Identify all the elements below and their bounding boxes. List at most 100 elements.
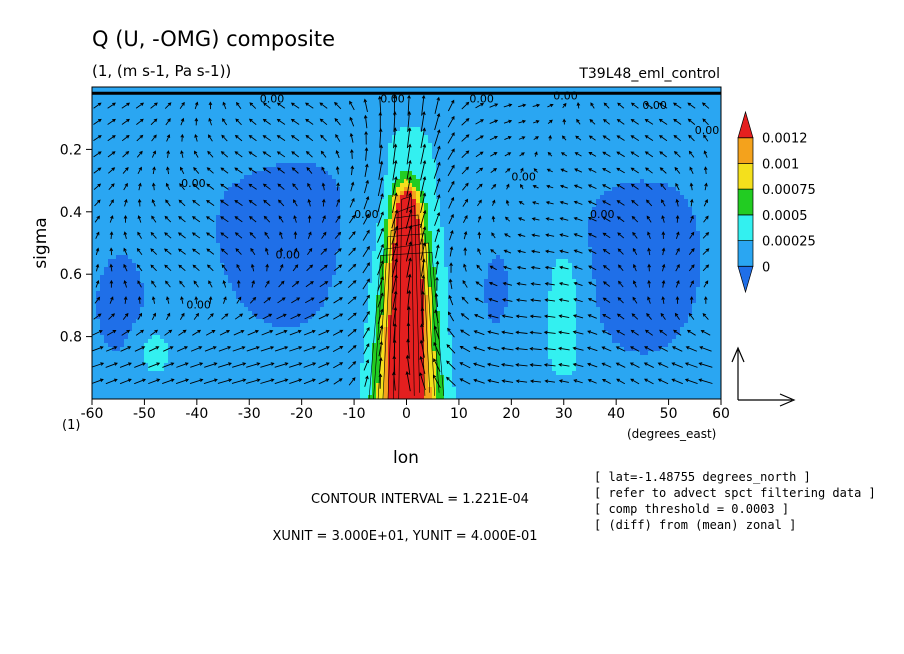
field-cell xyxy=(312,311,317,316)
field-cell xyxy=(308,195,313,200)
field-cell xyxy=(260,87,265,92)
field-cell xyxy=(232,375,237,380)
field-cell xyxy=(332,171,337,176)
field-cell xyxy=(232,355,237,360)
field-cell xyxy=(148,347,153,352)
field-cell xyxy=(176,355,181,360)
field-cell xyxy=(288,331,293,336)
field-cell xyxy=(136,239,141,244)
field-cell xyxy=(300,183,305,188)
field-cell xyxy=(272,327,277,332)
field-cell xyxy=(292,179,297,184)
field-cell xyxy=(120,147,125,152)
field-cell xyxy=(224,395,229,399)
field-cell xyxy=(180,259,185,264)
field-cell xyxy=(208,283,213,288)
field-cell xyxy=(136,259,141,264)
field-cell xyxy=(248,335,253,340)
field-cell xyxy=(108,159,113,164)
field-cell xyxy=(256,163,261,168)
field-cell xyxy=(328,147,333,152)
field-cell xyxy=(144,139,149,144)
field-cell xyxy=(128,183,133,188)
field-cell xyxy=(128,155,133,160)
field-cell xyxy=(220,115,225,120)
field-cell xyxy=(100,131,105,136)
field-cell xyxy=(276,111,281,116)
field-cell xyxy=(132,223,137,228)
field-cell xyxy=(340,287,345,292)
field-cell xyxy=(212,199,217,204)
field-cell xyxy=(172,99,177,104)
field-cell xyxy=(108,183,113,188)
field-cell xyxy=(236,143,241,148)
field-cell xyxy=(244,227,249,232)
field-cell xyxy=(336,95,341,100)
field-cell xyxy=(300,179,305,184)
field-cell xyxy=(196,287,201,292)
field-cell xyxy=(148,151,153,156)
field-cell xyxy=(248,351,253,356)
field-cell xyxy=(152,211,157,216)
field-cell xyxy=(344,123,349,128)
field-cell xyxy=(112,227,117,232)
field-cell xyxy=(268,175,273,180)
field-cell xyxy=(336,119,341,124)
field-cell xyxy=(108,195,113,200)
field-cell xyxy=(244,263,249,268)
field-cell xyxy=(124,139,129,144)
field-cell xyxy=(112,259,117,264)
field-cell xyxy=(212,307,217,312)
field-cell xyxy=(304,367,309,372)
field-cell xyxy=(300,87,305,92)
field-cell xyxy=(216,347,221,352)
field-cell xyxy=(292,147,297,152)
field-cell xyxy=(180,147,185,152)
field-cell xyxy=(264,163,269,168)
field-cell xyxy=(100,227,105,232)
field-cell xyxy=(268,291,273,296)
field-cell xyxy=(92,215,97,220)
field-cell xyxy=(276,163,281,168)
field-cell xyxy=(124,351,129,356)
field-cell xyxy=(296,387,301,392)
field-cell xyxy=(328,115,333,120)
field-cell xyxy=(144,243,149,248)
field-cell xyxy=(268,183,273,188)
field-cell xyxy=(112,187,117,192)
field-cell xyxy=(224,207,229,212)
field-cell xyxy=(268,147,273,152)
field-cell xyxy=(192,223,197,228)
field-cell xyxy=(164,119,169,124)
field-cell xyxy=(228,335,233,340)
field-cell xyxy=(248,175,253,180)
field-cell xyxy=(316,271,321,276)
field-cell xyxy=(104,231,109,236)
field-cell xyxy=(204,287,209,292)
field-cell xyxy=(220,299,225,304)
field-cell xyxy=(132,123,137,128)
field-cell xyxy=(112,191,117,196)
field-cell xyxy=(120,391,125,396)
field-cell xyxy=(332,323,337,328)
field-cell xyxy=(136,127,141,132)
field-cell xyxy=(220,291,225,296)
field-cell xyxy=(344,203,349,208)
field-cell xyxy=(128,319,133,324)
field-cell xyxy=(256,355,261,360)
field-cell xyxy=(212,279,217,284)
field-cell xyxy=(200,383,205,388)
field-cell xyxy=(164,115,169,120)
field-cell xyxy=(180,371,185,376)
field-cell xyxy=(260,291,265,296)
field-cell xyxy=(124,211,129,216)
field-cell xyxy=(220,255,225,260)
field-cell xyxy=(104,211,109,216)
field-cell xyxy=(168,175,173,180)
field-cell xyxy=(296,143,301,148)
field-cell xyxy=(204,231,209,236)
field-cell xyxy=(212,235,217,240)
field-cell xyxy=(120,139,125,144)
field-cell xyxy=(144,319,149,324)
field-cell xyxy=(256,139,261,144)
